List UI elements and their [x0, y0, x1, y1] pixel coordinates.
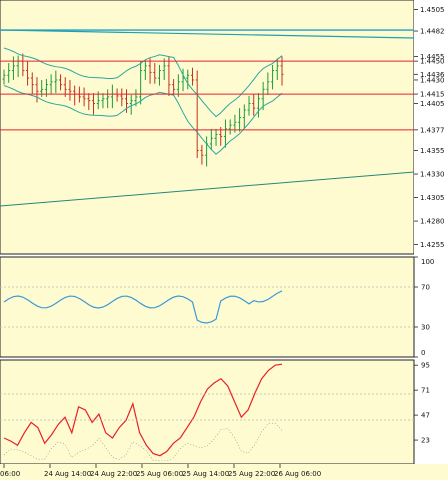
- price-tick-label: 1.4405: [420, 100, 445, 108]
- osc1-tick-label: 30: [421, 324, 430, 332]
- oscillator-2-line: [3, 363, 283, 457]
- price-tick-label: 1.4436: [420, 71, 445, 79]
- time-tick-label: 25 Aug 06:00: [136, 470, 183, 478]
- price-tick-label: 1.4455: [420, 53, 445, 61]
- osc2-tick-label: 71: [421, 387, 430, 395]
- osc1-tick-label: 100: [421, 258, 434, 266]
- oscillator-1-line: [3, 290, 283, 324]
- osc1-tick-label: 0: [421, 349, 425, 357]
- osc1-tick-label: 70: [421, 284, 430, 292]
- trendline-top[interactable]: [0, 29, 415, 39]
- time-tick-label: 06:00: [0, 470, 20, 478]
- price-tick-label: 1.4430: [420, 76, 445, 84]
- price-tick-label: 1.4482: [420, 28, 445, 36]
- trendline-bottom[interactable]: [0, 171, 415, 207]
- price-tick-label: 1.4450: [420, 58, 445, 66]
- time-tick-label: 25 Aug 22:00: [228, 470, 275, 478]
- lower-band: [3, 85, 283, 155]
- price-pane[interactable]: 1.4450 1.4415 1.4377 1.4482 1.4436: [0, 0, 445, 255]
- price-tick-label: 1.4280: [420, 218, 445, 226]
- oscillator-pane-1[interactable]: 100 70 30 0: [0, 256, 434, 358]
- osc2-tick-label: 95: [421, 362, 430, 370]
- price-tick-label: 1.4255: [420, 241, 445, 249]
- price-tick-label: 1.4355: [420, 147, 445, 155]
- time-tick-label: 24 Aug 14:00: [44, 470, 91, 478]
- price-tick-label: 1.4415: [420, 91, 445, 99]
- oscillator-2-signal: [3, 422, 283, 462]
- time-tick-label: 26 Aug 06:00: [274, 470, 321, 478]
- oscillator-pane-2[interactable]: 95 71 47 23: [0, 359, 430, 465]
- price-tick-label: 1.4505: [420, 6, 445, 14]
- osc2-tick-label: 23: [421, 437, 430, 445]
- price-tick-label: 1.4305: [420, 194, 445, 202]
- time-tick-label: 25 Aug 14:00: [182, 470, 229, 478]
- price-tick-label: 1.4330: [420, 171, 445, 179]
- time-tick-label: 24 Aug 22:00: [90, 470, 137, 478]
- price-tick-label: 1.4377: [420, 126, 445, 134]
- osc2-tick-label: 47: [421, 412, 430, 420]
